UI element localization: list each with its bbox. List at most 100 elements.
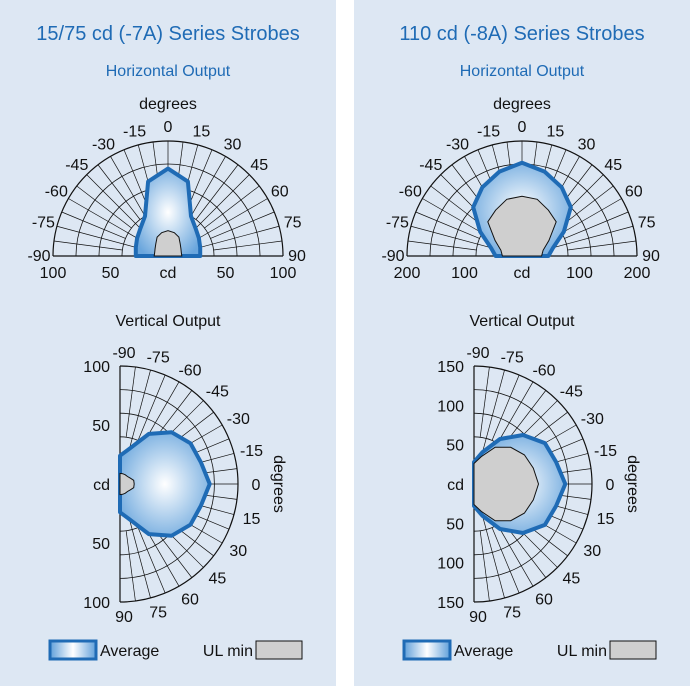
horizontal-angle-tick: -90 <box>27 248 50 265</box>
vertical-spoke <box>479 530 490 602</box>
horizontal-spoke <box>56 225 146 251</box>
vertical-angle-tick: 60 <box>535 591 553 608</box>
chart-title: 15/75 cd (-7A) Series Strobes <box>36 23 299 45</box>
vertical-angle-tick: 75 <box>149 605 167 622</box>
legend: Average UL min <box>48 639 303 661</box>
horizontal-spoke <box>415 211 480 239</box>
horizontal-r-tick: 100 <box>566 265 593 282</box>
horizontal-angle-tick: -75 <box>32 215 55 232</box>
horizontal-spoke <box>61 211 126 239</box>
horizontal-spoke <box>564 211 629 239</box>
horizontal-angle-tick: 0 <box>518 119 527 136</box>
horizontal-spoke <box>68 198 149 245</box>
horizontal-angle-tick: 30 <box>578 136 596 153</box>
horizontal-angle-tick: -90 <box>381 248 404 265</box>
horizontal-spoke <box>190 225 280 251</box>
vertical-angle-tick: 15 <box>597 511 615 528</box>
legend-average-label: Average <box>100 643 159 660</box>
horizontal-r-tick: cd <box>160 265 177 282</box>
horizontal-angle-tick: -30 <box>446 136 469 153</box>
horizontal-subtitle: Horizontal Output <box>460 63 585 80</box>
horizontal-average-series <box>133 166 203 258</box>
horizontal-spoke <box>97 164 141 220</box>
horizontal-r-tick: 100 <box>270 265 297 282</box>
vertical-spoke <box>125 366 136 438</box>
vertical-section-label: Vertical Output <box>116 313 222 330</box>
vertical-r-tick: 50 <box>92 418 110 435</box>
horizontal-angle-tick: 0 <box>164 119 173 136</box>
vertical-angle-tick: 45 <box>208 570 226 587</box>
horizontal-subtitle: Horizontal Output <box>106 63 231 80</box>
vertical-angle-tick: 45 <box>562 570 580 587</box>
horizontal-angle-tick: 60 <box>271 184 289 201</box>
vertical-ulmin-series <box>473 446 540 522</box>
vertical-spoke <box>137 374 166 441</box>
vertical-r-tick: cd <box>447 477 464 494</box>
vertical-degrees-label: degrees <box>624 455 641 513</box>
horizontal-r-tick: 50 <box>217 265 235 282</box>
horizontal-angle-tick: 30 <box>224 136 242 153</box>
vertical-r-tick: 150 <box>437 595 464 612</box>
horizontal-r-tick: 100 <box>451 265 478 282</box>
horizontal-angle-tick: 90 <box>288 248 306 265</box>
horizontal-spoke <box>187 198 268 245</box>
horizontal-spoke <box>76 185 132 229</box>
vertical-angle-tick: -75 <box>501 349 524 366</box>
horizontal-spoke <box>213 240 283 251</box>
vertical-r-tick: 50 <box>446 438 464 455</box>
horizontal-angle-tick: -75 <box>386 215 409 232</box>
horizontal-angle-tick: -45 <box>419 157 442 174</box>
vertical-r-tick: 100 <box>83 359 110 376</box>
vertical-angle-tick: -15 <box>240 443 263 460</box>
vertical-angle-tick: 60 <box>181 591 199 608</box>
vertical-r-tick: 150 <box>437 359 464 376</box>
horizontal-angle-tick: -45 <box>65 157 88 174</box>
vertical-spoke <box>137 527 166 594</box>
vertical-angle-tick: -60 <box>178 363 201 380</box>
horizontal-spoke <box>195 164 239 220</box>
vertical-ulmin-series <box>119 472 135 496</box>
horizontal-r-tick: 100 <box>40 265 67 282</box>
vertical-r-tick: 100 <box>437 556 464 573</box>
horizontal-angle-tick: -15 <box>477 123 500 140</box>
chart-panel-7a: 15/75 cd (-7A) Series Strobes Horizontal … <box>0 0 336 686</box>
vertical-spoke <box>479 506 505 599</box>
vertical-angle-tick: 15 <box>243 511 261 528</box>
legend-ulmin-swatch <box>609 640 657 660</box>
horizontal-spoke <box>410 225 500 251</box>
legend-ulmin-label: UL min <box>557 643 607 660</box>
horizontal-angle-tick: -60 <box>45 184 68 201</box>
horizontal-angle-tick: 15 <box>192 123 210 140</box>
vertical-spoke <box>125 530 136 602</box>
vertical-angle-tick: 75 <box>503 605 521 622</box>
chart-svg-8a: 110 cd (-8A) Series Strobes Horizontal Ou… <box>381 23 660 661</box>
vertical-r-tick: cd <box>93 477 110 494</box>
vertical-r-tick: 100 <box>437 398 464 415</box>
horizontal-angle-tick: -15 <box>123 123 146 140</box>
vertical-angle-tick: 30 <box>583 543 601 560</box>
chart-title: 110 cd (-8A) Series Strobes <box>399 23 644 45</box>
vertical-angle-tick: -60 <box>532 363 555 380</box>
horizontal-angle-tick: -60 <box>399 184 422 201</box>
vertical-angle-tick: -45 <box>560 384 583 401</box>
horizontal-spoke <box>210 211 275 239</box>
horizontal-r-tick: cd <box>514 265 531 282</box>
vertical-plot: -90 -75-60-45-30-15015304560759010050cd50… <box>83 313 287 626</box>
horizontal-angle-tick: 75 <box>638 215 656 232</box>
legend-ulmin-label: UL min <box>203 643 253 660</box>
horizontal-r-tick: 200 <box>624 265 651 282</box>
horizontal-ulmin-series <box>487 195 557 257</box>
vertical-angle-tick: -15 <box>594 443 617 460</box>
horizontal-ulmin-series <box>153 230 183 257</box>
horizontal-angle-tick: 45 <box>604 157 622 174</box>
vertical-spoke <box>479 366 490 438</box>
vertical-angle-tick: 90 <box>469 609 487 626</box>
horizontal-spoke <box>544 225 634 251</box>
vertical-angle-tick: 0 <box>606 477 615 494</box>
vertical-spoke <box>479 369 505 462</box>
horizontal-degrees-label: degrees <box>139 96 197 113</box>
vertical-r-tick: 50 <box>446 516 464 533</box>
vertical-angle-tick: -30 <box>227 411 250 428</box>
